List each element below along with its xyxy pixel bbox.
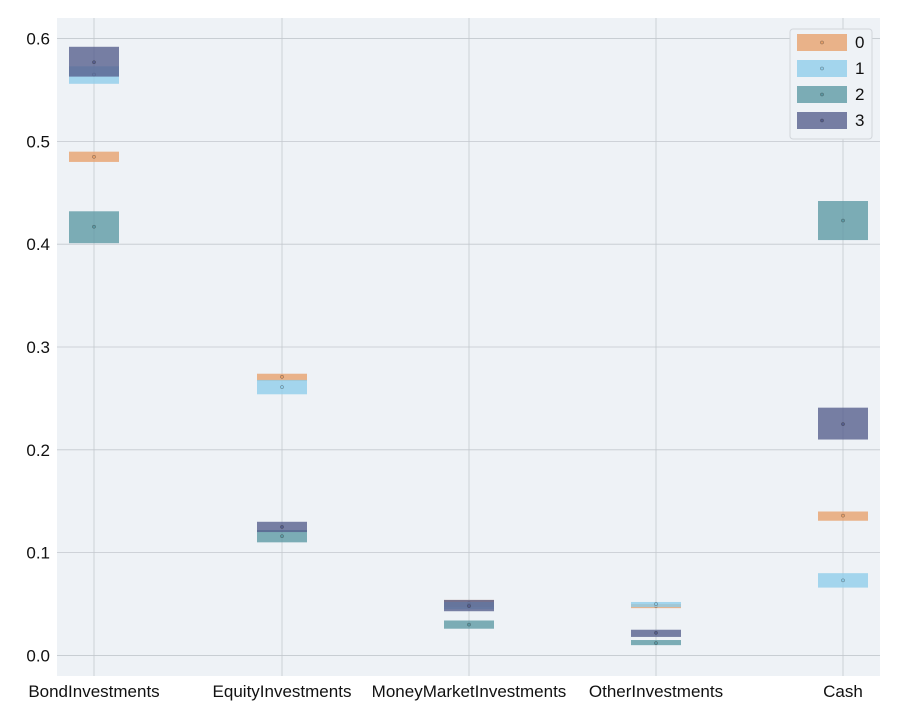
center-point-series-3-BondInvestments bbox=[92, 60, 96, 64]
y-tick-label-1: 0.1 bbox=[26, 544, 50, 563]
legend-label-1: 1 bbox=[855, 59, 864, 78]
boxes-layer bbox=[69, 46, 868, 646]
y-tick-label-2: 0.2 bbox=[26, 441, 50, 460]
center-point-series-2-BondInvestments bbox=[92, 224, 96, 229]
y-tick-label-3: 0.3 bbox=[26, 338, 50, 357]
center-point-series-3-EquityInvestments bbox=[280, 525, 284, 529]
y-tick-label-5: 0.5 bbox=[26, 132, 50, 151]
grid-layer bbox=[57, 18, 880, 676]
x-tick-label-4: Cash bbox=[823, 682, 863, 701]
center-point-series-0-EquityInvestments bbox=[280, 375, 284, 379]
x-axis-ticks: BondInvestments EquityInvestments MoneyMar… bbox=[28, 682, 863, 701]
center-point-series-2-MoneyMarketInvestments bbox=[467, 622, 471, 627]
x-tick-label-1: EquityInvestments bbox=[213, 682, 352, 701]
center-point-series-1-OtherInvestments bbox=[654, 602, 658, 606]
center-point-series-1-Cash bbox=[841, 578, 845, 583]
legend: 0 1 2 3 bbox=[789, 28, 873, 140]
y-axis-ticks: 0.0 0.1 0.2 0.3 0.4 0.5 0.6 bbox=[26, 30, 50, 666]
center-point-series-0-Cash bbox=[841, 513, 845, 518]
legend-marker-0 bbox=[820, 40, 824, 45]
center-point-series-2-Cash bbox=[841, 218, 845, 223]
legend-marker-3 bbox=[820, 118, 824, 123]
legend-label-0: 0 bbox=[855, 33, 864, 52]
x-tick-label-2: MoneyMarketInvestments bbox=[372, 682, 567, 701]
y-tick-label-0: 0.0 bbox=[26, 646, 50, 665]
legend-label-3: 3 bbox=[855, 111, 864, 130]
legend-frame bbox=[789, 28, 873, 140]
x-tick-label-3: OtherInvestments bbox=[589, 682, 723, 701]
center-point-series-3-MoneyMarketInvestments bbox=[467, 604, 471, 608]
center-point-series-2-EquityInvestments bbox=[280, 534, 284, 538]
legend-marker-1 bbox=[820, 66, 824, 71]
y-tick-label-4: 0.4 bbox=[26, 235, 50, 254]
center-point-series-1-EquityInvestments bbox=[280, 385, 284, 389]
center-point-series-3-OtherInvestments bbox=[654, 631, 658, 635]
y-tick-label-6: 0.6 bbox=[26, 30, 50, 49]
center-point-series-3-Cash bbox=[841, 422, 845, 426]
center-point-series-2-OtherInvestments bbox=[654, 641, 658, 645]
center-point-series-0-BondInvestments bbox=[92, 155, 96, 159]
x-tick-label-0: BondInvestments bbox=[28, 682, 159, 701]
legend-marker-2 bbox=[820, 92, 824, 97]
legend-label-2: 2 bbox=[855, 85, 864, 104]
